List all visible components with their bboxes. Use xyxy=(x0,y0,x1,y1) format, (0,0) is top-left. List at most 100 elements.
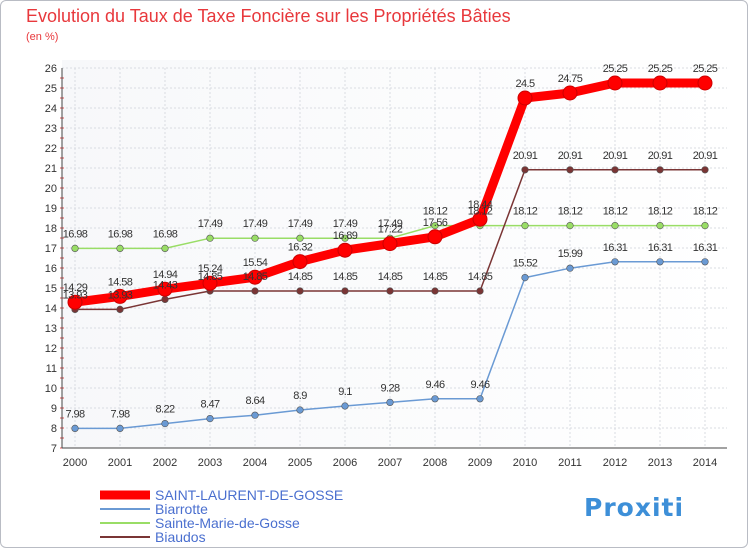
data-point xyxy=(697,75,713,91)
x-tick-label: 2013 xyxy=(648,457,672,469)
logo-text: Proxiti xyxy=(584,493,684,522)
data-label: 17.49 xyxy=(288,218,313,230)
series-layer xyxy=(67,75,713,433)
y-tick-label: 26 xyxy=(45,63,57,75)
y-tick-label: 11 xyxy=(46,363,57,375)
data-point xyxy=(251,287,259,295)
data-label: 16.98 xyxy=(153,228,178,240)
data-label: 16.98 xyxy=(108,228,133,240)
x-tick-label: 2001 xyxy=(108,457,132,469)
data-label: 14.29 xyxy=(63,282,88,294)
data-label: 18.12 xyxy=(468,206,493,218)
data-label: 14.85 xyxy=(333,271,358,283)
data-label: 18.12 xyxy=(423,206,448,218)
y-tick-label: 9 xyxy=(51,403,57,415)
data-point xyxy=(607,75,623,91)
x-tick-label: 2003 xyxy=(198,457,222,469)
data-label: 14.58 xyxy=(108,276,133,288)
data-point xyxy=(71,244,79,252)
data-label: 14.85 xyxy=(468,271,493,283)
legend: SAINT-LAURENT-DE-GOSSEBiarrotteSainte-Ma… xyxy=(100,487,343,545)
data-point xyxy=(701,166,709,174)
data-label: 7.98 xyxy=(65,408,84,420)
data-label: 8.22 xyxy=(155,404,174,416)
data-label: 20.91 xyxy=(693,150,718,162)
plot-area xyxy=(62,60,727,448)
data-point xyxy=(431,395,439,403)
data-point xyxy=(386,398,394,407)
y-tick-label: 12 xyxy=(45,343,57,355)
data-label: 20.91 xyxy=(603,150,628,162)
data-label: 20.91 xyxy=(648,150,673,162)
legend-label: SAINT-LAURENT-DE-GOSSE xyxy=(155,487,343,503)
x-tick-label: 2002 xyxy=(153,457,177,469)
data-point xyxy=(337,242,353,258)
data-label: 20.91 xyxy=(513,150,538,162)
data-label: 15.99 xyxy=(558,248,583,260)
data-point xyxy=(656,166,664,174)
data-point xyxy=(116,424,124,433)
axes: 7 8 9 10 11 12 13 14 15 16 17 18 19 20 21 22 23 24 25 26 200… xyxy=(45,63,727,469)
data-label: 18.12 xyxy=(558,206,583,218)
data-point xyxy=(431,287,439,295)
data-point xyxy=(382,236,398,252)
data-point xyxy=(652,75,668,91)
data-label: 25.25 xyxy=(603,63,628,75)
data-label: 16.31 xyxy=(693,242,718,254)
data-label: 14.94 xyxy=(153,269,178,281)
data-point xyxy=(566,264,574,272)
data-label: 17.56 xyxy=(423,217,448,229)
data-point xyxy=(521,166,529,174)
y-tick-label: 16 xyxy=(45,263,57,275)
data-label: 18.12 xyxy=(693,206,718,218)
x-tick-label: 2000 xyxy=(63,457,87,469)
x-tick-label: 2012 xyxy=(603,457,627,469)
data-point xyxy=(656,258,664,266)
data-label: 16.31 xyxy=(648,242,673,254)
x-tick-label: 2011 xyxy=(558,457,582,469)
y-tick-label: 18 xyxy=(45,223,57,235)
data-point xyxy=(161,420,169,428)
data-point xyxy=(341,402,349,410)
proxiti-logo: Proxiti xyxy=(584,493,684,522)
data-labels: 7.98 7.98 8.22 8.47 8.64 8.9 9.1 9.28 9.46 9.46 15… xyxy=(63,63,719,420)
x-tick-label: 2007 xyxy=(378,457,402,469)
data-label: 8.9 xyxy=(293,390,307,402)
data-point xyxy=(206,415,214,423)
y-tick-label: 24 xyxy=(45,103,57,115)
data-point xyxy=(161,295,169,304)
data-label: 18.44 xyxy=(468,199,493,211)
legend-label: Biarrotte xyxy=(155,501,208,517)
x-tick-label: 2004 xyxy=(243,457,267,469)
data-label: 24.75 xyxy=(558,73,583,85)
data-label: 14.85 xyxy=(378,271,403,283)
data-point xyxy=(251,234,259,242)
data-point xyxy=(701,258,709,266)
data-label: 25.25 xyxy=(693,63,718,75)
data-point xyxy=(202,275,218,291)
data-point xyxy=(611,222,619,230)
data-label: 17.22 xyxy=(378,224,403,236)
x-tick-label: 2006 xyxy=(333,457,357,469)
y-tick-label: 25 xyxy=(45,83,57,95)
data-label: 15.54 xyxy=(243,257,268,269)
y-tick-label: 21 xyxy=(45,163,57,175)
data-point xyxy=(431,222,439,230)
data-point xyxy=(247,269,263,285)
data-point xyxy=(611,166,619,174)
data-point xyxy=(656,222,664,230)
data-point xyxy=(292,254,308,270)
data-label: 14.85 xyxy=(198,271,223,283)
data-point xyxy=(112,288,128,304)
data-point xyxy=(296,234,304,242)
y-tick-label: 8 xyxy=(51,423,57,435)
data-point xyxy=(521,274,529,282)
x-tick-label: 2014 xyxy=(693,457,717,469)
y-tick-label: 22 xyxy=(45,143,57,155)
data-point xyxy=(521,222,529,230)
data-label: 15.52 xyxy=(513,258,538,270)
x-tick-label: 2009 xyxy=(468,457,492,469)
data-label: 16.89 xyxy=(333,230,358,242)
data-point xyxy=(517,90,533,106)
data-label: 18.12 xyxy=(603,206,628,218)
